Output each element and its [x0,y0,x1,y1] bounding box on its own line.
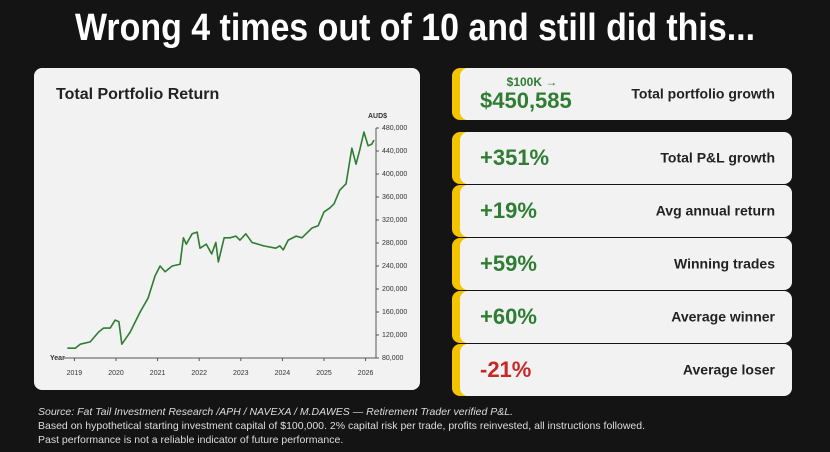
stat-value: +19% [480,198,537,223]
stat-value: +59% [480,251,537,276]
y-tick-label: 160,000 [382,309,407,316]
stat-label: Total portfolio growth [631,86,775,102]
y-tick-label: 240,000 [382,263,407,270]
y-tick-label: 480,000 [382,125,407,132]
stat-value: +351% [480,145,549,170]
stat-value: +60% [480,304,537,329]
x-tick-label: 2024 [275,370,291,377]
chart-title: Total Portfolio Return [56,86,219,103]
y-tick-label: 200,000 [382,286,407,293]
stat-label: Average loser [683,362,776,378]
x-tick-label: 2022 [191,370,207,377]
y-tick-label: 360,000 [382,194,407,201]
stat-label: Average winner [671,309,775,325]
stat-card [460,132,792,184]
stat-label: Total P&L growth [660,150,775,166]
x-tick-label: 2021 [150,370,166,377]
x-tick-label: 2023 [233,370,249,377]
stat-value: -21% [480,357,531,382]
headline: Wrong 4 times out of 10 and still did th… [75,7,755,49]
stat-label: Avg annual return [656,203,775,219]
x-tick-label: 2025 [316,370,332,377]
x-tick-label: 2020 [108,370,124,377]
disclaimer-line: Based on hypothetical starting investmen… [38,420,645,432]
stat-card [460,344,792,396]
x-tick-label: 2026 [358,370,374,377]
x-tick-label: 2019 [67,370,83,377]
y-axis-label: AUD$ [368,113,387,120]
x-axis-label: Year [50,355,65,362]
chart-card [34,68,420,390]
y-tick-label: 440,000 [382,148,407,155]
stat-prefix: $100K → [507,75,558,89]
stat-card [460,238,792,290]
y-tick-label: 280,000 [382,240,407,247]
y-tick-label: 120,000 [382,332,407,339]
stat-card [460,68,792,120]
stat-card [460,291,792,343]
y-tick-label: 80,000 [382,355,404,362]
stat-card [460,185,792,237]
line [67,131,375,350]
source-note: Source: Fat Tail Investment Research /AP… [38,406,513,418]
stat-label: Winning trades [674,256,775,272]
stat-value: $450,585 [480,88,572,113]
disclaimer-line: Past performance is not a reliable indic… [38,434,343,446]
y-tick-label: 320,000 [382,217,407,224]
y-tick-label: 400,000 [382,171,407,178]
